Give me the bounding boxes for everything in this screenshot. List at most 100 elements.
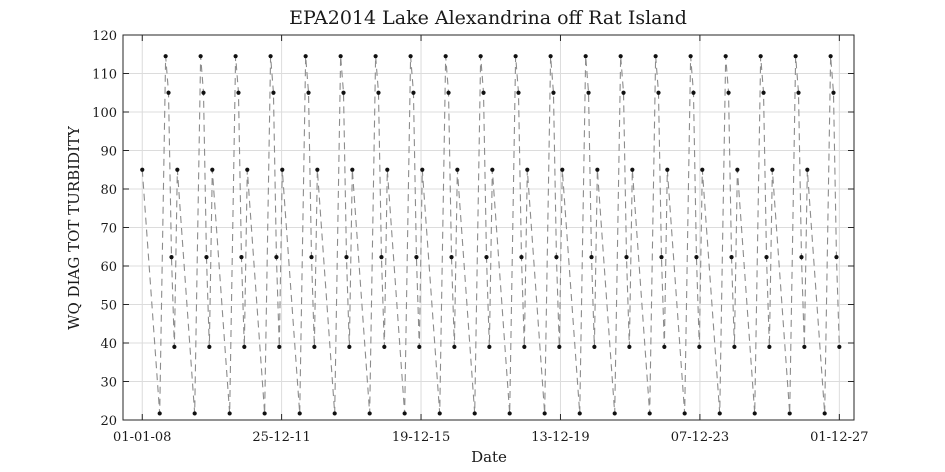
data-point (697, 344, 702, 349)
data-point (732, 344, 737, 349)
data-point (201, 90, 206, 95)
data-point (767, 344, 772, 349)
data-point (332, 411, 337, 416)
data-point (764, 255, 769, 260)
data-point (303, 54, 308, 59)
data-point (277, 344, 282, 349)
data-point (793, 54, 798, 59)
data-point (758, 54, 763, 59)
data-point (350, 167, 355, 172)
y-tick-label: 80 (100, 183, 117, 198)
data-point (554, 255, 559, 260)
data-point (306, 90, 311, 95)
data-point (297, 411, 302, 416)
data-point (595, 167, 600, 172)
data-point (627, 344, 632, 349)
data-point (589, 255, 594, 260)
data-point (822, 411, 827, 416)
data-point (233, 54, 238, 59)
data-point (557, 344, 562, 349)
data-point (192, 411, 197, 416)
x-tick-label: 07-12-23 (671, 430, 729, 445)
data-point (367, 411, 372, 416)
data-point (805, 167, 810, 172)
data-point (656, 90, 661, 95)
data-point (402, 411, 407, 416)
data-point (525, 167, 530, 172)
data-point (516, 90, 521, 95)
y-tick-label: 50 (100, 299, 117, 314)
data-point (315, 167, 320, 172)
data-point (583, 54, 588, 59)
data-point (577, 411, 582, 416)
data-point (659, 255, 664, 260)
data-point (787, 411, 792, 416)
data-point (490, 167, 495, 172)
x-tick-label: 25-12-11 (252, 430, 310, 445)
data-point (169, 255, 174, 260)
data-point (274, 255, 279, 260)
data-point (338, 54, 343, 59)
data-point (621, 90, 626, 95)
y-tick-label: 20 (100, 414, 117, 429)
data-point (484, 255, 489, 260)
data-point (542, 411, 547, 416)
data-point (236, 90, 241, 95)
data-point (341, 90, 346, 95)
y-tick-label: 60 (100, 260, 117, 275)
data-point (271, 90, 276, 95)
data-point (682, 411, 687, 416)
series-layer (140, 54, 842, 416)
data-point (799, 255, 804, 260)
data-point (662, 344, 667, 349)
data-point (262, 411, 267, 416)
x-tick-label: 19-12-15 (392, 430, 450, 445)
data-point (309, 255, 314, 260)
data-point (487, 344, 492, 349)
data-point (612, 411, 617, 416)
data-point (417, 344, 422, 349)
data-point (548, 54, 553, 59)
chart-title: EPA2014 Lake Alexandrina off Rat Island (289, 7, 687, 29)
y-axis-label: WQ DIAG TOT TURBIDITY (65, 125, 83, 330)
series-line (141, 56, 840, 414)
data-point (443, 54, 448, 59)
y-tick-label: 110 (92, 68, 117, 83)
data-point (175, 167, 180, 172)
x-axis-label: Date (471, 448, 507, 466)
data-point (729, 255, 734, 260)
data-point (344, 255, 349, 260)
y-tick-label: 100 (92, 106, 117, 121)
data-point (688, 54, 693, 59)
data-point (717, 411, 722, 416)
data-point (723, 54, 728, 59)
data-point (770, 167, 775, 172)
data-point (586, 90, 591, 95)
data-point (420, 167, 425, 172)
data-point (280, 167, 285, 172)
data-point (630, 167, 635, 172)
data-point (198, 54, 203, 59)
data-point (653, 54, 658, 59)
data-point (166, 90, 171, 95)
x-tick-label: 13-12-19 (531, 430, 589, 445)
data-point (519, 255, 524, 260)
data-point (446, 90, 451, 95)
data-point (796, 90, 801, 95)
data-point (172, 344, 177, 349)
data-point (618, 54, 623, 59)
data-point (837, 344, 842, 349)
axis-ticks: 20 30 40 50 60 70 80 90 100 110 120 01-01-08 25-12-1… (92, 29, 868, 445)
data-point (522, 344, 527, 349)
data-point (376, 90, 381, 95)
data-point (592, 344, 597, 349)
data-point (268, 54, 273, 59)
data-point (478, 54, 483, 59)
data-point (227, 411, 232, 416)
data-point (513, 54, 518, 59)
data-point (481, 90, 486, 95)
data-point (761, 90, 766, 95)
data-point (700, 167, 705, 172)
data-point (242, 344, 247, 349)
